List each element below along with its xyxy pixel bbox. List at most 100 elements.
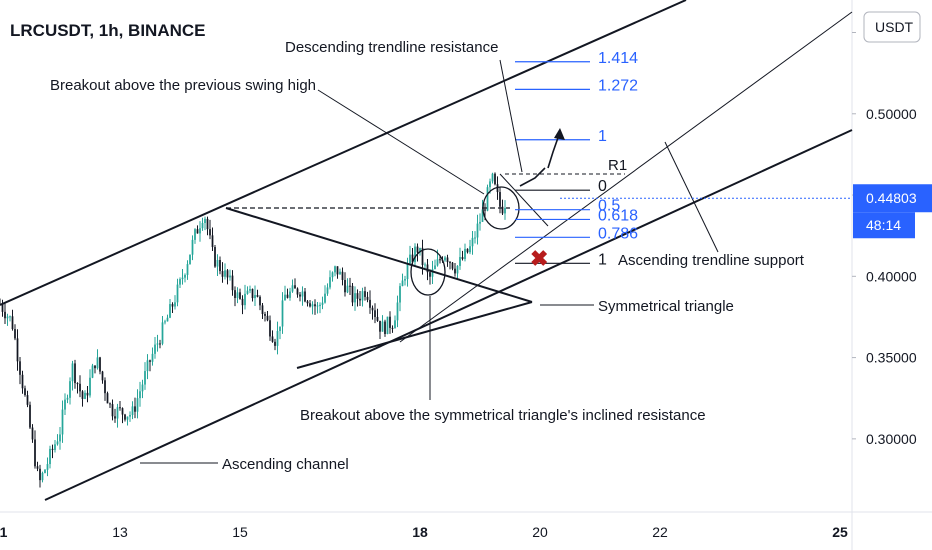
candle-body — [486, 187, 489, 211]
candle-body — [34, 439, 36, 467]
candle-body — [494, 173, 496, 185]
candle-body — [1, 304, 4, 312]
candle-body — [154, 344, 156, 354]
candle-body — [181, 277, 184, 280]
candle-body — [171, 304, 174, 307]
candle-body — [504, 208, 506, 214]
candle-body — [76, 383, 79, 385]
projection-arrowhead — [554, 128, 565, 140]
candle-body — [159, 343, 161, 345]
candle-body — [51, 448, 54, 450]
candle-body — [421, 247, 424, 265]
candle-body — [321, 302, 324, 305]
candle-body — [331, 272, 334, 278]
candle-body — [226, 270, 229, 278]
candle-body — [204, 218, 206, 224]
candle-body — [411, 254, 414, 263]
candle-body — [316, 305, 319, 307]
candle-body — [276, 330, 279, 346]
candle-body — [364, 291, 366, 297]
candle-body — [484, 209, 486, 211]
candle-body — [206, 218, 209, 230]
candle-body — [264, 313, 266, 316]
candle-body — [164, 321, 166, 323]
candle-body — [474, 237, 476, 239]
annotation-ascending-support: Ascending trendline support — [618, 252, 805, 269]
candle-body — [256, 295, 259, 297]
fib-level-label: 1.272 — [598, 77, 638, 94]
breakout-circle-swing — [482, 186, 520, 230]
candle-body — [371, 307, 374, 311]
candle-body — [381, 321, 384, 332]
candle-body — [466, 248, 469, 253]
candle-body — [16, 338, 19, 362]
candle-body — [129, 414, 131, 417]
candle-body — [269, 320, 271, 337]
candle-body — [431, 269, 434, 277]
y-tick-label: 0.35000 — [866, 350, 917, 366]
countdown-badge — [853, 212, 915, 239]
candle-body — [219, 259, 221, 272]
candle-body — [324, 293, 326, 303]
candle-body — [369, 299, 371, 308]
candle-body — [126, 416, 129, 420]
y-tick-label: 0.50000 — [866, 106, 917, 122]
candle-body — [394, 320, 396, 329]
candle-body — [301, 291, 304, 297]
candle-body — [376, 316, 379, 321]
candle-body — [54, 444, 56, 450]
candle-body — [19, 361, 21, 375]
fib-level-label: 1.414 — [598, 50, 638, 67]
candle-body — [79, 383, 81, 392]
candle-body — [426, 264, 429, 273]
candle-body — [141, 384, 144, 392]
currency-button[interactable] — [863, 11, 921, 43]
candle-body — [314, 304, 316, 307]
candle-body — [139, 391, 141, 399]
annotation-breakout-swing-high: Breakout above the previous swing high — [50, 77, 316, 94]
candle-body — [336, 266, 339, 275]
candle-body — [501, 206, 504, 214]
candle-body — [31, 427, 34, 440]
candle-body — [274, 341, 276, 346]
candle-body — [106, 393, 109, 404]
candle-body — [36, 466, 39, 469]
current-price-label: 0.44803 — [866, 190, 917, 206]
callout-line-1 — [317, 89, 485, 195]
candle-body — [189, 254, 191, 265]
candle-body — [284, 294, 286, 301]
candle-body — [111, 404, 114, 417]
candle-body — [344, 279, 346, 293]
candle-body — [179, 279, 181, 285]
candle-body — [464, 248, 466, 260]
candle-body — [209, 229, 211, 236]
callout-line-2 — [664, 141, 719, 253]
candle-body — [116, 407, 119, 419]
candle-body — [94, 365, 96, 369]
candle-body — [499, 192, 501, 207]
candle-body — [481, 209, 484, 222]
candle-body — [196, 229, 199, 234]
fib-level-label: 0.618 — [598, 207, 638, 224]
candle-body — [241, 298, 244, 306]
candle-body — [114, 416, 116, 419]
candle-body — [334, 266, 336, 273]
annotation-triangle-breakout: Breakout above the symmetrical triangle'… — [300, 407, 706, 424]
candle-body — [281, 300, 284, 327]
fib-level-label: 0 — [598, 178, 607, 195]
channel-upper-line — [0, 0, 687, 306]
candle-body — [56, 441, 59, 445]
candle-body — [476, 223, 479, 238]
candle-body — [456, 265, 459, 274]
candle-body — [49, 448, 51, 465]
candle-body — [186, 264, 189, 275]
candle-body — [39, 468, 41, 481]
candle-body — [156, 343, 159, 345]
x-tick-label: 20 — [532, 524, 548, 540]
candle-body — [424, 264, 426, 266]
candle-body — [354, 293, 356, 303]
x-tick-label: 25 — [832, 524, 848, 540]
candle-body — [386, 316, 389, 334]
candle-body — [224, 270, 226, 277]
